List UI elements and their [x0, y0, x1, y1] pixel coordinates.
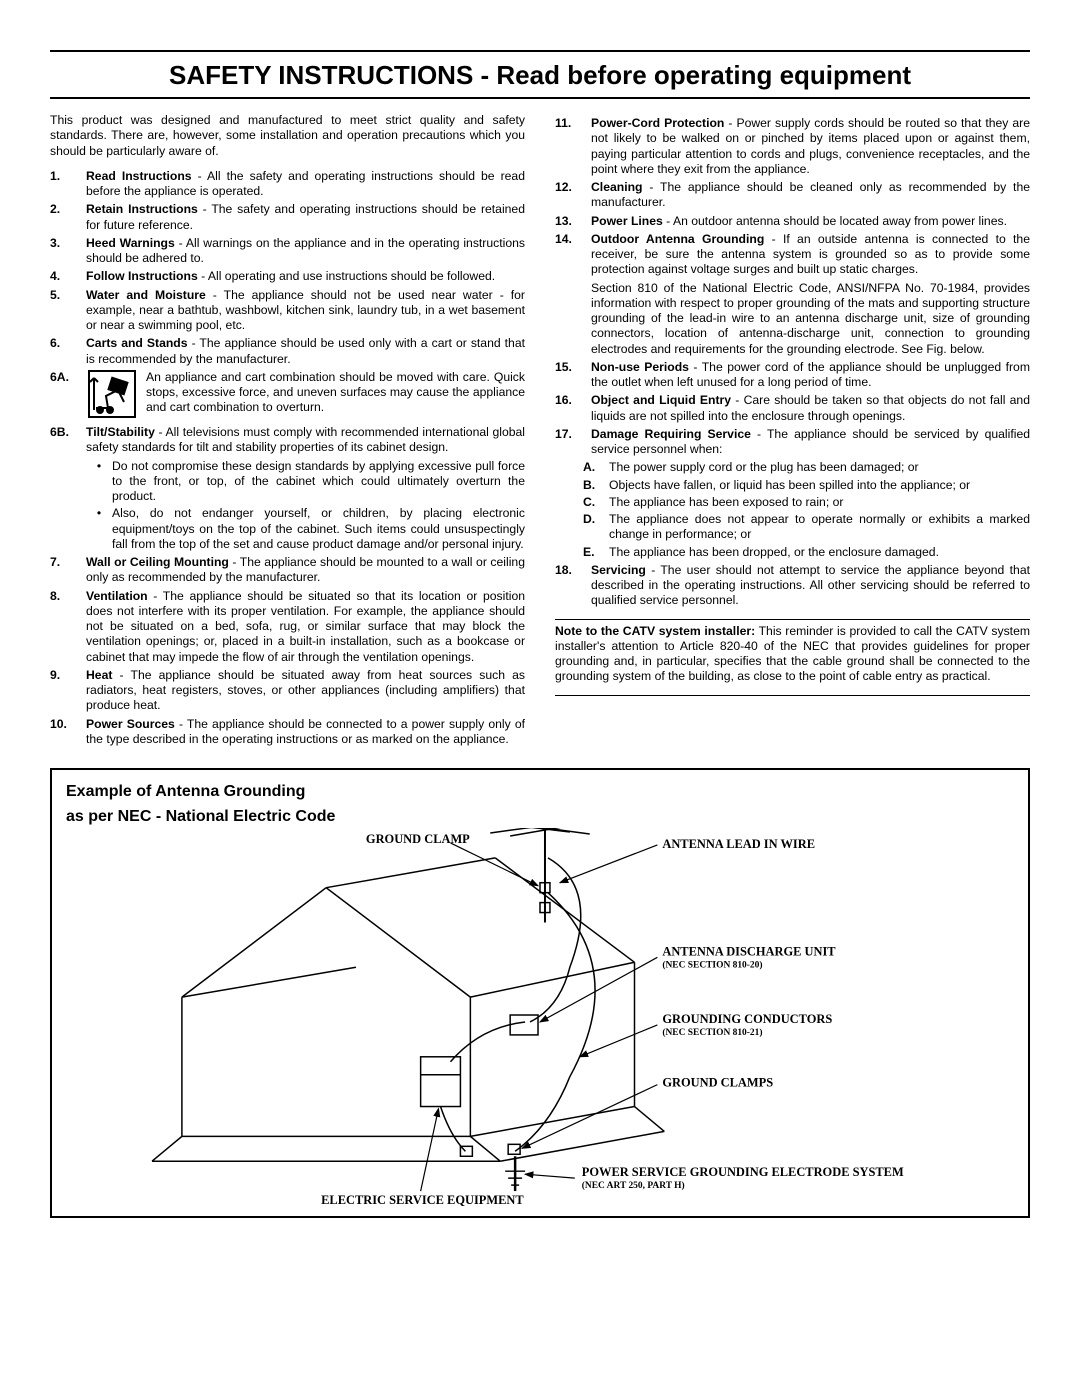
item-10: 10.Power Sources - The appliance should …	[50, 717, 525, 748]
item-5: 5.Water and Moisture - The appliance sho…	[50, 288, 525, 334]
item-3: 3.Heed Warnings - All warnings on the ap…	[50, 236, 525, 267]
sub-17b: B.Objects have fallen, or liquid has bee…	[583, 478, 1030, 493]
intro-text: This product was designed and manufactur…	[50, 113, 525, 159]
item-2: 2.Retain Instructions - The safety and o…	[50, 202, 525, 233]
item-4: 4.Follow Instructions - All operating an…	[50, 269, 525, 284]
catv-note: Note to the CATV system installer: This …	[555, 624, 1030, 685]
label-discharge-unit: ANTENNA DISCHARGE UNIT	[662, 944, 836, 958]
diagram-title-2: as per NEC - National Electric Code	[66, 807, 1014, 828]
left-column: This product was designed and manufactur…	[50, 113, 525, 750]
grounding-diagram: GROUND CLAMP ANTENNA LEAD IN WIRE ANTENN…	[66, 828, 1014, 1206]
item-9: 9.Heat - The appliance should be situate…	[50, 668, 525, 714]
page-title: SAFETY INSTRUCTIONS - Read before operat…	[50, 60, 1030, 91]
note-rule-top	[555, 619, 1030, 620]
diagram-title-1: Example of Antenna Grounding	[66, 782, 1014, 803]
bullet: •Also, do not endanger yourself, or chil…	[94, 506, 525, 552]
note-rule-bottom	[555, 695, 1030, 696]
rule-bottom	[50, 97, 1030, 99]
item-14: 14.Outdoor Antenna Grounding - If an out…	[555, 232, 1030, 278]
bullets-6b: •Do not compromise these design standard…	[94, 459, 525, 553]
item-14-cont: Section 810 of the National Electric Cod…	[555, 281, 1030, 357]
label-discharge-sub: (NEC SECTION 810-20)	[662, 959, 762, 970]
sub-17a: A.The power supply cord or the plug has …	[583, 460, 1030, 475]
right-column: 11.Power-Cord Protection - Power supply …	[555, 113, 1030, 750]
item-8: 8.Ventilation - The appliance should be …	[50, 589, 525, 665]
item-16: 16.Object and Liquid Entry - Care should…	[555, 393, 1030, 424]
sub-17e: E.The appliance has been dropped, or the…	[583, 545, 1030, 560]
item-12: 12.Cleaning - The appliance should be cl…	[555, 180, 1030, 211]
item-6a: 6A. An a	[50, 370, 525, 422]
label-power-electrode-sub: (NEC ART 250, PART H)	[582, 1180, 685, 1191]
rule-top	[50, 50, 1030, 52]
label-electric-equip: ELECTRIC SERVICE EQUIPMENT	[321, 1193, 524, 1206]
columns: This product was designed and manufactur…	[50, 113, 1030, 750]
item-17: 17.Damage Requiring Service - The applia…	[555, 427, 1030, 458]
label-ground-clamps: GROUND CLAMPS	[662, 1076, 773, 1090]
label-power-electrode: POWER SERVICE GROUNDING ELECTRODE SYSTEM	[582, 1165, 904, 1179]
sub-17c: C.The appliance has been exposed to rain…	[583, 495, 1030, 510]
item-13: 13.Power Lines - An outdoor antenna shou…	[555, 214, 1030, 229]
item-18: 18.Servicing - The user should not attem…	[555, 563, 1030, 609]
label-conductors-sub: (NEC SECTION 810-21)	[662, 1027, 762, 1038]
bullet: •Do not compromise these design standard…	[94, 459, 525, 505]
item-15: 15.Non-use Periods - The power cord of t…	[555, 360, 1030, 391]
item-1: 1.Read Instructions - All the safety and…	[50, 169, 525, 200]
label-antenna-lead: ANTENNA LEAD IN WIRE	[662, 837, 815, 851]
sub-17d: D.The appliance does not appear to opera…	[583, 512, 1030, 543]
item-7: 7.Wall or Ceiling Mounting - The applian…	[50, 555, 525, 586]
page: SAFETY INSTRUCTIONS - Read before operat…	[0, 0, 1080, 1397]
item-11: 11.Power-Cord Protection - Power supply …	[555, 116, 1030, 177]
label-ground-clamp: GROUND CLAMP	[366, 832, 470, 846]
cart-tip-icon	[88, 370, 136, 422]
item-6: 6.Carts and Stands - The appliance shoul…	[50, 336, 525, 367]
diagram-box: Example of Antenna Grounding as per NEC …	[50, 768, 1030, 1218]
item-6b: 6B.Tilt/Stability - All televisions must…	[50, 425, 525, 456]
label-conductors: GROUNDING CONDUCTORS	[662, 1012, 832, 1026]
